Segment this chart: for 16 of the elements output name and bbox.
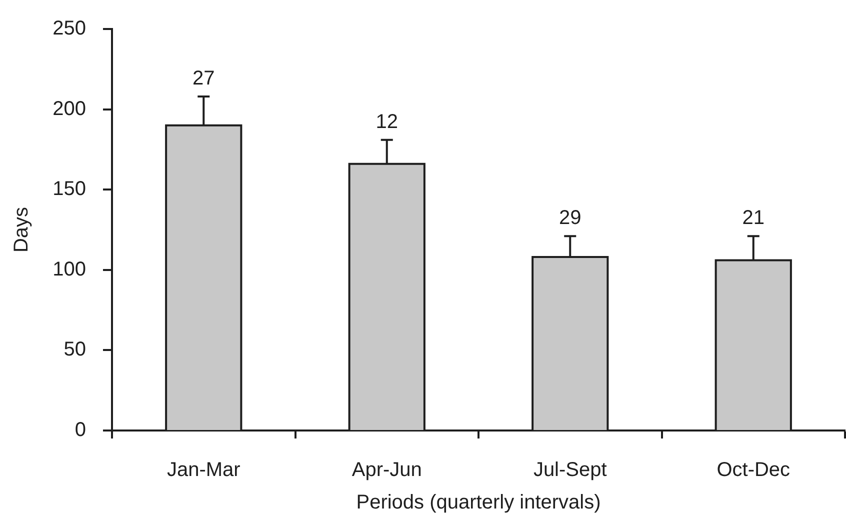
annotation: 12 [376, 110, 398, 133]
annotation: 29 [559, 207, 582, 230]
x-tick-label: Jul-Sept [533, 459, 608, 482]
y-tick-label: 150 [52, 178, 86, 200]
y-tick-label: 50 [64, 338, 86, 361]
y-axis-title: Days [10, 206, 33, 253]
annotation: 27 [192, 67, 215, 90]
x-tick-label: Apr-Jun [352, 459, 422, 482]
x-axis-title: Periods (quarterly intervals) [356, 492, 601, 514]
annotation: 21 [742, 207, 764, 230]
y-tick-label: 100 [52, 258, 86, 280]
y-tick-label: 0 [74, 419, 86, 442]
y-tick-label: 250 [52, 18, 86, 40]
x-tick-label: Jan-Mar [166, 459, 241, 482]
y-tick-label: 200 [52, 98, 86, 120]
x-tick-label: Oct-Dec [716, 459, 790, 482]
